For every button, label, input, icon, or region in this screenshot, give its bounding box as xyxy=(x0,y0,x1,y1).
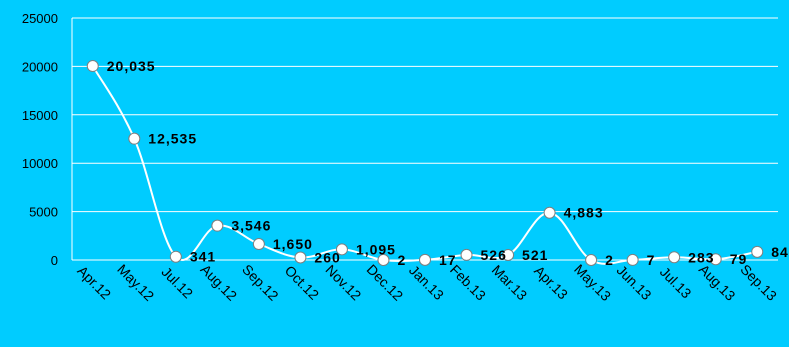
data-point xyxy=(377,253,390,266)
data-point xyxy=(543,206,556,219)
y-tick-label: 20000 xyxy=(22,59,58,74)
data-label: 526 xyxy=(481,247,507,263)
x-tick-label: Mar.13 xyxy=(489,262,531,304)
data-label: 341 xyxy=(190,249,216,265)
data-point xyxy=(86,60,99,73)
y-tick-label: 5000 xyxy=(29,205,58,220)
data-point xyxy=(751,245,764,258)
x-tick-label: Nov.12 xyxy=(323,261,365,303)
data-point xyxy=(502,248,515,261)
data-label: 20,035 xyxy=(107,58,156,74)
x-tick-label: Oct.12 xyxy=(282,262,323,303)
x-tick-label: Aug.13 xyxy=(696,261,739,304)
x-tick-label: Jul.12 xyxy=(158,264,196,302)
x-tick-label: Apr.12 xyxy=(74,262,114,302)
data-label: 3,546 xyxy=(231,218,271,234)
x-tick-label: Apr.13 xyxy=(531,262,571,302)
data-label: 283 xyxy=(688,249,714,265)
data-label: 2 xyxy=(605,252,614,268)
data-point xyxy=(709,253,722,266)
series-line xyxy=(91,65,758,265)
data-label: 4,883 xyxy=(564,205,604,221)
y-tick-label: 15000 xyxy=(22,108,58,123)
x-tick-label: Jun.13 xyxy=(614,262,655,303)
data-point xyxy=(335,243,348,256)
x-tick-label: May.12 xyxy=(114,261,157,304)
data-point xyxy=(419,253,431,266)
x-tick-label: Sep.12 xyxy=(239,261,282,304)
x-tick-label: Sep.13 xyxy=(737,261,780,304)
y-tick-label: 25000 xyxy=(22,11,58,26)
x-tick-label: Feb.13 xyxy=(447,261,489,303)
data-label: 1,095 xyxy=(356,241,396,257)
y-axis-ticks: 0 5000 10000 15000 20000 25000 xyxy=(22,11,58,268)
data-points xyxy=(86,60,764,266)
x-tick-label: Jan.13 xyxy=(406,262,447,303)
data-label: 845 xyxy=(771,244,789,260)
data-label: 7 xyxy=(647,252,656,268)
data-point xyxy=(668,251,681,264)
y-tick-label: 10000 xyxy=(22,156,58,171)
gridlines xyxy=(71,17,778,261)
data-label: 79 xyxy=(730,251,748,267)
data-label: 12,535 xyxy=(148,131,197,147)
data-point xyxy=(169,250,182,263)
data-point xyxy=(211,219,224,232)
x-tick-label: Jul.13 xyxy=(657,264,695,302)
y-tick-label: 0 xyxy=(51,253,58,268)
data-label: 2 xyxy=(397,252,406,268)
data-label: 17 xyxy=(439,252,457,268)
data-point xyxy=(294,251,307,264)
data-point xyxy=(252,238,265,251)
data-point xyxy=(128,132,141,145)
data-label: 1,650 xyxy=(273,236,313,252)
data-label: 521 xyxy=(522,247,548,263)
data-point xyxy=(585,253,598,266)
data-point xyxy=(626,253,639,266)
data-point xyxy=(460,248,473,261)
data-label: 260 xyxy=(314,249,340,265)
x-tick-label: Aug.12 xyxy=(198,261,241,304)
series-line-layer xyxy=(91,65,758,265)
